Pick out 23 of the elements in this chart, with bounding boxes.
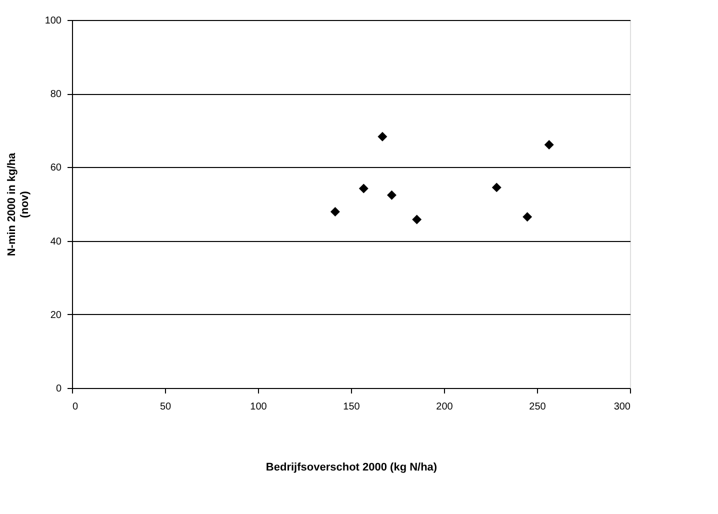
point xyxy=(544,140,554,150)
y-tick-label: 0 xyxy=(56,384,62,394)
x-tick-label: 200 xyxy=(436,402,454,412)
y-tick-label: 20 xyxy=(50,310,62,321)
x-tick-label: 300 xyxy=(614,402,631,412)
x-axis-title: Bedrijfsoverschot 2000 (kg N/ha) xyxy=(266,462,438,474)
x-tick-label: 50 xyxy=(160,402,172,412)
point xyxy=(386,190,396,200)
x-tick-label: 250 xyxy=(529,402,546,412)
point xyxy=(522,212,532,222)
y-tick-label: 60 xyxy=(50,162,62,174)
x-tick-label: 100 xyxy=(250,402,268,412)
x-tick-label: 150 xyxy=(343,402,360,412)
point xyxy=(412,214,422,224)
point xyxy=(378,132,388,142)
point xyxy=(358,184,368,194)
point xyxy=(330,206,340,216)
y-axis-title: N-min 2000 in kg/ha (nov) xyxy=(6,152,31,256)
y-tick-label: 100 xyxy=(44,16,62,26)
y-tick-label: 80 xyxy=(50,89,62,100)
y-tick-label: 40 xyxy=(50,236,62,248)
point xyxy=(492,182,502,192)
x-tick-label: 0 xyxy=(72,402,78,412)
